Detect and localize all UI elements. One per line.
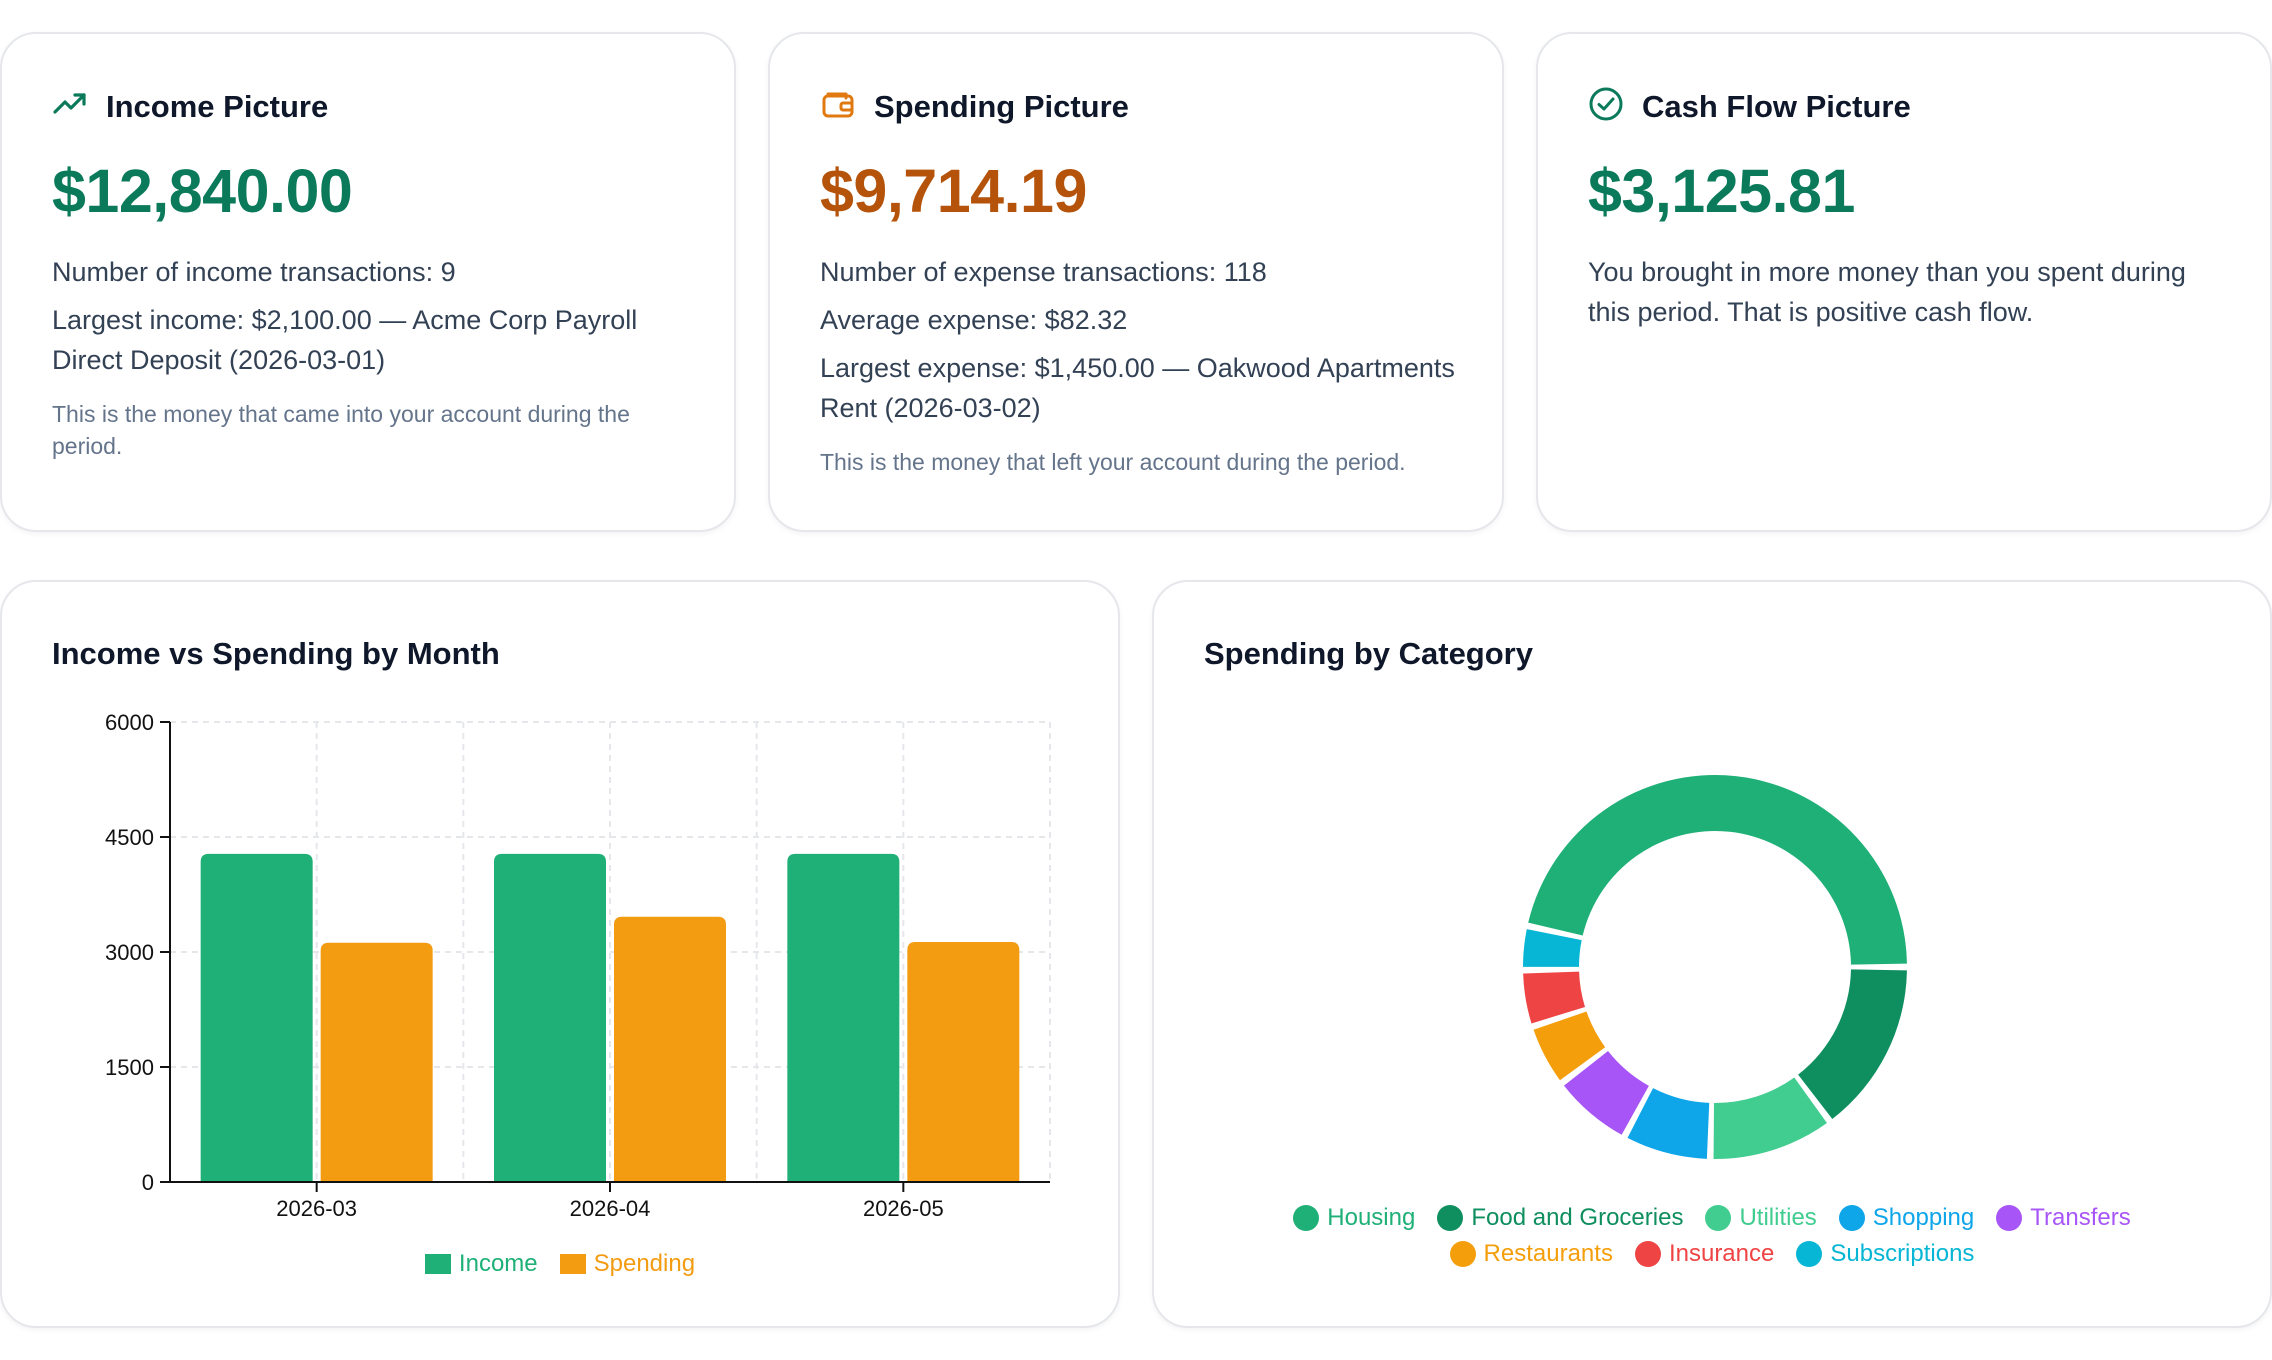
legend-label: Utilities: [1739, 1204, 1817, 1231]
legend-label: Shopping: [1872, 1204, 1975, 1231]
income-card-header: Income Picture: [52, 86, 328, 127]
legend-label: Subscriptions: [1830, 1240, 1975, 1267]
income-note: This is the money that came into your ac…: [52, 401, 630, 459]
income-stats: Number of income transactions: 9 Largest…: [52, 252, 692, 462]
income-count: Number of income transactions: 9: [52, 257, 456, 287]
legend-dot: [1437, 1205, 1464, 1231]
donut-legend-row: Housing Food and Groceries Utilities Shoppi…: [1154, 1204, 2270, 1232]
spending-stats: Number of expense transactions: 118 Aver…: [820, 252, 1460, 478]
legend-dot: [1996, 1205, 2023, 1231]
legend-dot: [1293, 1205, 1320, 1231]
legend-item-utilities[interactable]: Utilities: [1705, 1204, 1817, 1232]
slice-shopping[interactable]: [1627, 1088, 1710, 1159]
legend-dot: [1705, 1205, 1732, 1231]
spending-card-title: Spending Picture: [874, 88, 1129, 124]
legend-item-transfers[interactable]: Transfers: [1996, 1204, 2131, 1232]
trending-up-icon: [52, 86, 88, 127]
legend-label: Income: [458, 1250, 538, 1277]
legend-item-subscriptions[interactable]: Subscriptions: [1796, 1240, 1974, 1268]
legend-item-insurance[interactable]: Insurance: [1634, 1240, 1775, 1268]
wallet-icon: [820, 86, 856, 127]
legend-dot: [1796, 1241, 1823, 1267]
bar-spending-2026-05[interactable]: [907, 942, 1020, 1182]
legend-item-restaurants[interactable]: Restaurants: [1449, 1240, 1613, 1268]
expense-average: Average expense: $82.32: [820, 305, 1128, 335]
bar-spending-2026-04[interactable]: [614, 916, 726, 1182]
slice-food-and-groceries[interactable]: [1798, 969, 1907, 1119]
legend-item-spending[interactable]: Spending: [559, 1250, 696, 1278]
income-card: Income Picture $12,840.00 Number of inco…: [0, 32, 736, 532]
donut-legend-row: Restaurants Insurance Subscriptions: [1154, 1240, 2270, 1268]
donut-chart: [1523, 774, 1907, 1159]
spending-note: This is the money that left your account…: [820, 449, 1406, 475]
spending-card-header: Spending Picture: [820, 86, 1129, 127]
legend-item-shopping[interactable]: Shopping: [1838, 1204, 1975, 1232]
legend-dot: [1838, 1205, 1865, 1231]
slice-transfers[interactable]: [1563, 1050, 1649, 1135]
legend-item-income[interactable]: Income: [424, 1250, 538, 1278]
legend-dot: [1634, 1241, 1661, 1267]
bar-chart-title: Income vs Spending by Month: [52, 636, 500, 671]
cashflow-card: Cash Flow Picture $3,125.81 You brought …: [1536, 32, 2272, 532]
slice-restaurants[interactable]: [1533, 1011, 1606, 1081]
legend-label: Insurance: [1668, 1240, 1775, 1267]
bar-income-2026-04[interactable]: [494, 853, 606, 1182]
y-tick-label: 0: [142, 1170, 154, 1195]
income-largest: Largest income: $2,100.00 — Acme Corp Pa…: [52, 305, 638, 375]
legend-label: Restaurants: [1483, 1240, 1613, 1267]
cashflow-card-header: Cash Flow Picture: [1588, 86, 1911, 127]
y-tick-label: 3000: [105, 940, 154, 965]
legend-item-housing[interactable]: Housing: [1293, 1204, 1415, 1232]
income-amount: $12,840.00: [52, 157, 353, 225]
spending-by-category-card: Spending by Category Housing Food and Gro…: [1152, 580, 2272, 1328]
donut-chart-title: Spending by Category: [1204, 636, 1533, 671]
x-tick-label: 2026-05: [863, 1196, 944, 1221]
bar-chart: 0 1500 3000 4500 6000 2026-03 2026-04 2026-05: [105, 710, 1051, 1221]
legend-item-food-and-groceries[interactable]: Food and Groceries: [1437, 1204, 1683, 1232]
check-circle-icon: [1588, 86, 1624, 127]
legend-label: Transfers: [2030, 1204, 2131, 1231]
legend-label: Spending: [593, 1250, 696, 1277]
legend-dot: [1449, 1241, 1476, 1267]
legend-label: Housing: [1327, 1204, 1416, 1231]
cashflow-amount: $3,125.81: [1588, 157, 1855, 225]
slice-housing[interactable]: [1528, 774, 1907, 965]
x-tick-label: 2026-04: [570, 1196, 651, 1221]
bar-spending-2026-03[interactable]: [320, 942, 433, 1182]
slice-subscriptions[interactable]: [1523, 929, 1582, 967]
cashflow-message: You brought in more money than you spent…: [1588, 257, 2186, 327]
cashflow-card-title: Cash Flow Picture: [1642, 88, 1911, 124]
slice-utilities[interactable]: [1713, 1077, 1827, 1159]
slice-insurance[interactable]: [1523, 971, 1586, 1024]
income-card-title: Income Picture: [106, 88, 329, 124]
cashflow-stats: You brought in more money than you spent…: [1588, 252, 2228, 340]
income-vs-spending-chart-card: Income vs Spending by Month 0 1500 3000 450…: [0, 580, 1120, 1328]
expense-largest: Largest expense: $1,450.00 — Oakwood Apa…: [820, 353, 1455, 423]
y-tick-label: 4500: [105, 825, 154, 850]
expense-count: Number of expense transactions: 118: [820, 257, 1267, 287]
legend-swatch: [559, 1254, 586, 1274]
bar-chart-legend: Income Spending: [2, 1250, 1118, 1278]
spending-card: Spending Picture $9,714.19 Number of exp…: [768, 32, 1504, 532]
bar-income-2026-03[interactable]: [200, 853, 313, 1182]
y-tick-label: 1500: [105, 1055, 154, 1080]
legend-swatch: [424, 1254, 451, 1274]
y-tick-label: 6000: [105, 710, 154, 735]
spending-amount: $9,714.19: [820, 157, 1087, 225]
x-tick-label: 2026-03: [276, 1196, 357, 1221]
legend-label: Food and Groceries: [1471, 1204, 1684, 1231]
bar-income-2026-05[interactable]: [787, 853, 900, 1182]
